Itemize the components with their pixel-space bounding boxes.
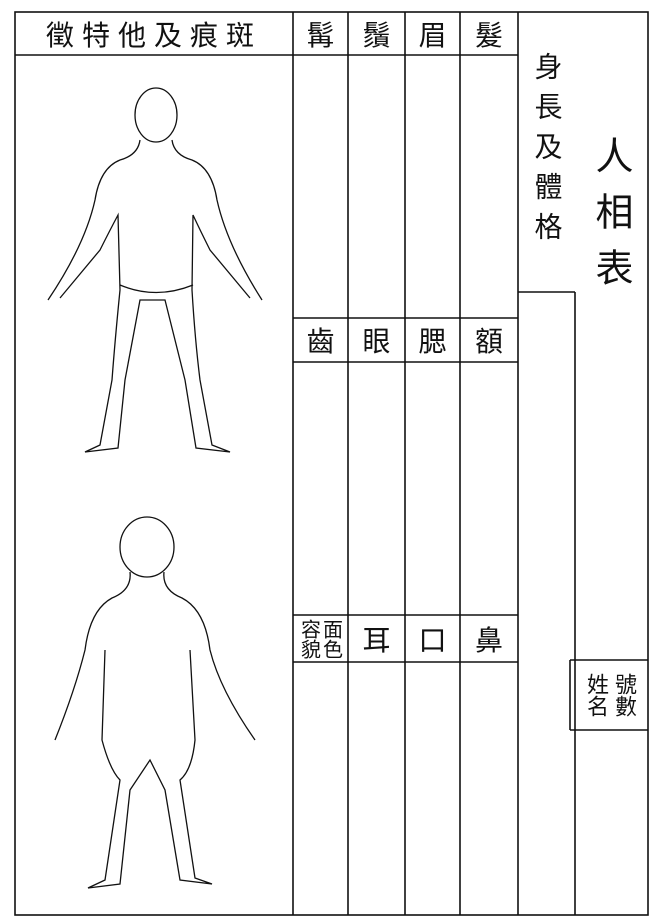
build-label: 身長及體格 bbox=[530, 52, 564, 252]
number-label: 號數 bbox=[611, 673, 636, 717]
back-figure bbox=[54, 516, 256, 889]
header-cell: 髮 bbox=[474, 18, 503, 52]
header-cell: 髯 bbox=[306, 18, 335, 52]
name-label: 姓名 bbox=[583, 673, 608, 717]
header-cell: 眉 bbox=[418, 18, 447, 52]
header-cell: 齒 bbox=[306, 325, 335, 358]
header-cell: 眼 bbox=[362, 325, 391, 358]
appearance-label: 容貌 bbox=[297, 618, 322, 659]
header-cell: 鬚 bbox=[362, 18, 391, 52]
header-cell: 鼻 bbox=[474, 623, 503, 657]
id-box: 號數 姓名 bbox=[570, 660, 648, 730]
complexion-label: 面色 bbox=[319, 618, 344, 659]
complexion-cell: 面色 容貌 bbox=[293, 615, 348, 662]
header-cell: 耳 bbox=[362, 623, 391, 657]
form-title: 人相表 bbox=[589, 136, 633, 304]
header-cell: 口 bbox=[418, 623, 447, 657]
marks-label: 徵特他及痕斑 bbox=[45, 18, 262, 52]
front-figure bbox=[47, 87, 263, 453]
header-cell: 腮 bbox=[418, 325, 447, 358]
header-cell: 額 bbox=[474, 325, 503, 358]
